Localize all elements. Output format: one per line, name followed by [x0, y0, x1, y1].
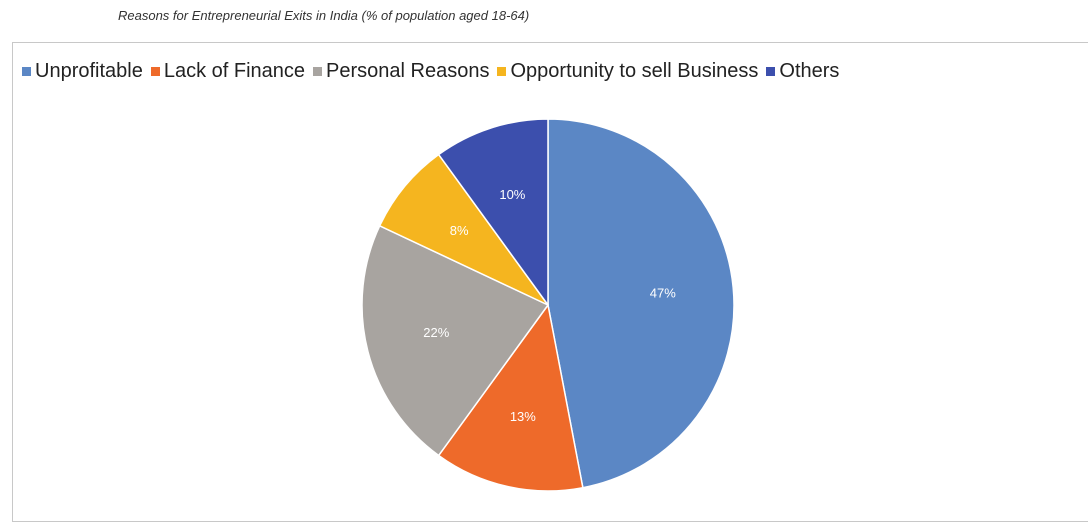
- pie-slice-lack-of-finance: [437, 303, 584, 492]
- legend-label: Personal Reasons: [326, 60, 490, 82]
- legend-swatch: [766, 67, 776, 76]
- data-label: 10%: [499, 187, 525, 202]
- legend-item-lack-of-finance: Lack of Finance: [150, 60, 306, 83]
- legend-label: Unprofitable: [35, 60, 143, 82]
- legend-swatch: [22, 67, 31, 76]
- data-label: 22%: [423, 325, 449, 340]
- legend-swatch: [497, 67, 507, 76]
- legend-item-unprofitable: Unprofitable: [22, 60, 143, 83]
- legend-label: Others: [779, 60, 840, 82]
- legend-item-personal-reasons: Personal Reasons: [313, 60, 489, 83]
- pie-slice-others: [437, 118, 549, 308]
- legend: Unprofitable Lack of Finance Personal Re…: [22, 60, 847, 83]
- legend-item-others: Others: [766, 60, 839, 83]
- chart-title: Reasons for Entrepreneurial Exits in Ind…: [118, 8, 530, 23]
- legend-swatch: [313, 67, 323, 76]
- data-label: 13%: [510, 409, 536, 424]
- data-label: 8%: [450, 223, 469, 238]
- legend-label: Lack of Finance: [163, 60, 306, 82]
- pie-slice-unprofitable: [547, 118, 735, 489]
- legend-label: Opportunity to sell Business: [510, 60, 759, 82]
- pie-slice-opportunity-to-sell-business: [378, 153, 549, 306]
- legend-item-opportunity-to-sell: Opportunity to sell Business: [497, 60, 758, 83]
- legend-swatch: [150, 67, 160, 76]
- data-label: 47%: [650, 286, 676, 301]
